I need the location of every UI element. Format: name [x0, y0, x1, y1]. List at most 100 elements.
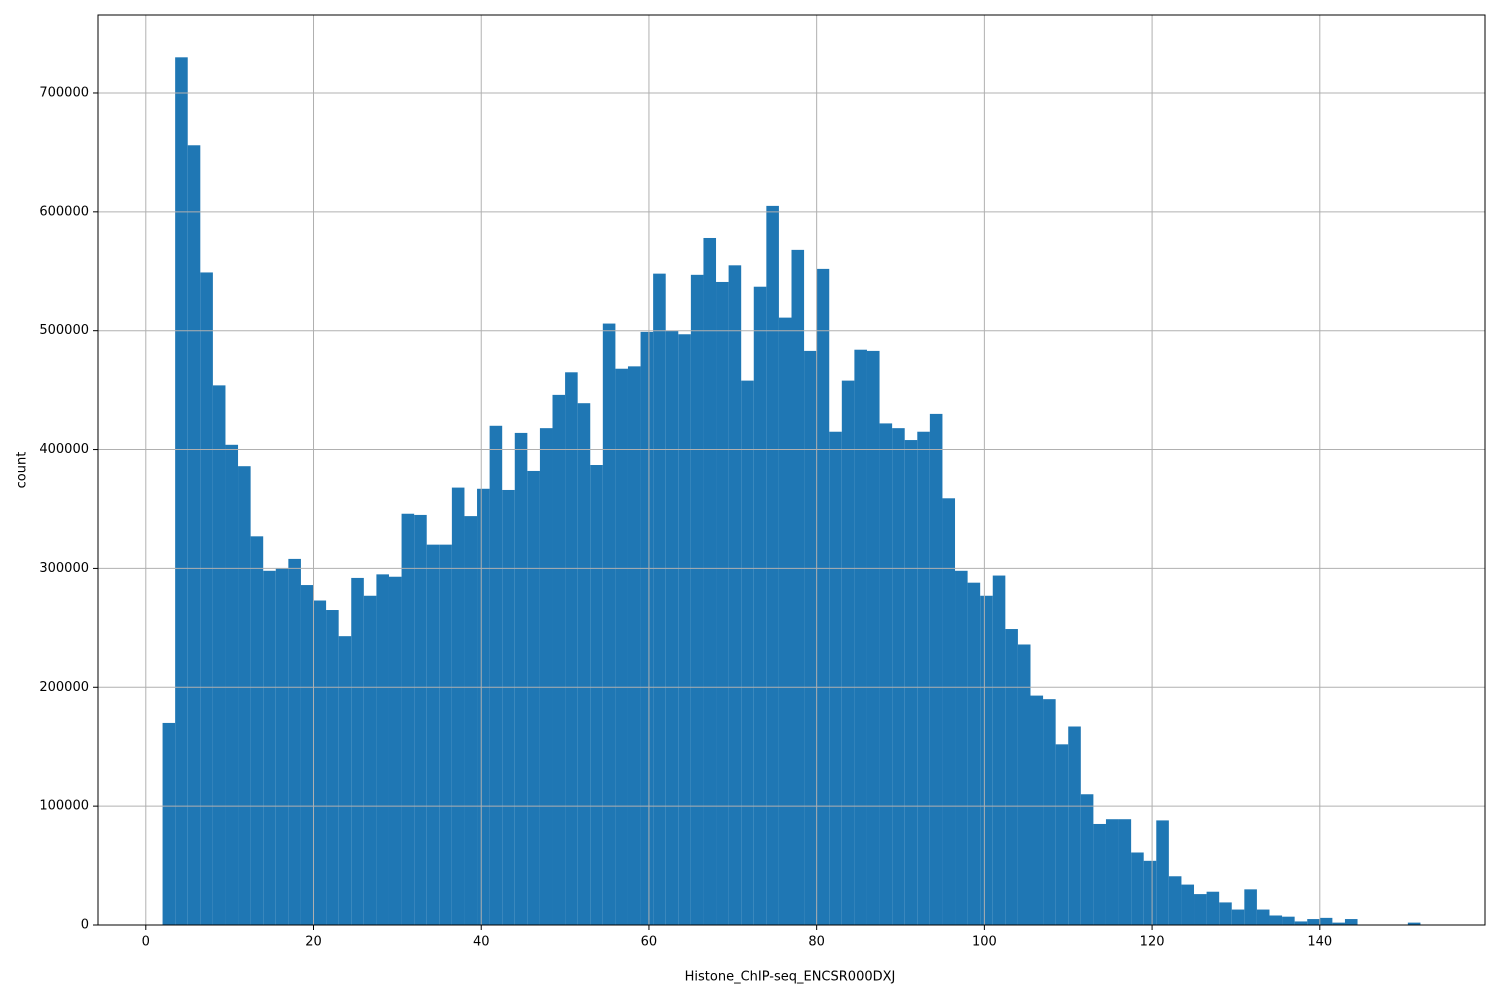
bar [414, 514, 427, 925]
bar [992, 575, 1006, 925]
bar [653, 273, 666, 925]
y-axis-label: count [15, 452, 30, 489]
x-axis-label: Histone_ChIP-seq_ENCSR000DXJ [685, 970, 896, 985]
bar [514, 432, 528, 925]
bar [602, 323, 616, 925]
y-tick-label: 300000 [39, 561, 89, 576]
bar [690, 274, 704, 925]
bar [753, 286, 767, 925]
bar [766, 205, 779, 925]
bar [225, 444, 239, 925]
bar [539, 428, 553, 925]
bar [1194, 894, 1207, 925]
bar [929, 413, 943, 925]
bar [879, 423, 893, 925]
bar [967, 582, 981, 925]
bar [175, 57, 188, 926]
bar [288, 558, 301, 925]
bar [917, 431, 930, 925]
bar [1118, 819, 1132, 925]
x-tick-label: 100 [972, 935, 997, 950]
bar [338, 636, 352, 925]
y-tick-label: 500000 [39, 323, 89, 338]
bar [1080, 794, 1094, 925]
bar [263, 570, 276, 925]
bar [892, 428, 905, 925]
bar [854, 349, 867, 925]
bar [829, 431, 842, 925]
x-tick-label: 80 [808, 935, 825, 950]
bar [1256, 909, 1270, 925]
bar [955, 570, 968, 925]
bar [866, 350, 880, 925]
bar [590, 465, 603, 925]
bar [1055, 744, 1069, 925]
x-tick-label: 0 [142, 935, 150, 950]
bar [1307, 919, 1320, 925]
bar [238, 466, 251, 925]
bar [816, 268, 830, 925]
bar [942, 498, 956, 925]
y-tick-label: 400000 [39, 442, 89, 457]
bar [1156, 820, 1169, 925]
x-tick-label: 120 [1140, 935, 1165, 950]
bar [1005, 629, 1018, 925]
bar [1093, 823, 1106, 925]
bar [439, 544, 452, 925]
bar [326, 610, 339, 925]
bar [212, 385, 226, 925]
bar [300, 585, 314, 925]
plot-frame [97, 14, 1486, 926]
bar [1319, 917, 1333, 925]
x-tick-label: 60 [641, 935, 658, 950]
bar [728, 265, 742, 926]
bar [1294, 921, 1308, 925]
bar [351, 577, 364, 925]
bar [1219, 902, 1232, 925]
bar [1043, 699, 1056, 925]
bar [841, 380, 855, 925]
bar [565, 372, 578, 925]
bar [1168, 876, 1182, 925]
bar [363, 595, 377, 925]
bar [615, 368, 628, 925]
bar [187, 145, 201, 926]
bar [980, 595, 993, 925]
bar [1332, 922, 1345, 925]
bar [426, 544, 440, 925]
bar [627, 366, 641, 926]
bar [313, 600, 327, 925]
bar [577, 403, 591, 926]
bar [1244, 889, 1257, 925]
bar [1344, 919, 1358, 925]
bar [1181, 884, 1195, 925]
y-tick-label: 600000 [39, 204, 89, 219]
bar [1068, 726, 1081, 925]
y-tick-label: 700000 [39, 85, 89, 100]
bar [1131, 852, 1144, 925]
bar [200, 272, 213, 925]
bar [489, 425, 503, 925]
bar [904, 440, 918, 925]
x-tick-label: 40 [473, 935, 490, 950]
bar [778, 317, 792, 925]
bar [527, 470, 540, 925]
bar [388, 576, 402, 925]
bar [640, 331, 654, 925]
bar [1407, 922, 1421, 925]
bar [477, 488, 490, 925]
bar [1105, 819, 1119, 925]
bar [502, 489, 515, 925]
x-tick-label: 140 [1307, 935, 1332, 950]
bar [162, 722, 176, 925]
bar [791, 249, 805, 925]
bar [250, 536, 264, 925]
y-tick-label: 200000 [39, 680, 89, 695]
bar [275, 568, 289, 925]
bar [1017, 644, 1031, 925]
bar [804, 350, 817, 925]
bar [703, 237, 717, 925]
bar [552, 394, 566, 925]
bar [1269, 915, 1283, 925]
